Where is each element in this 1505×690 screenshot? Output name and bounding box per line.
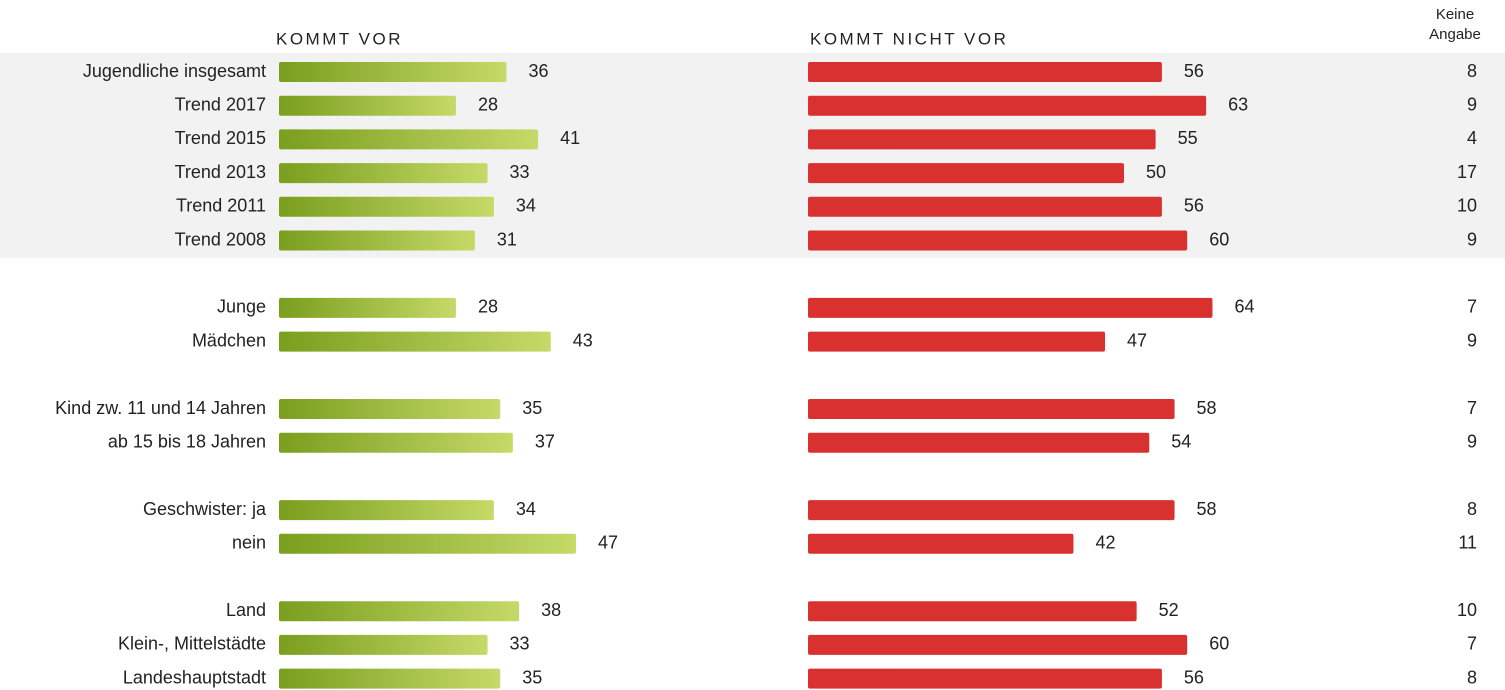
value-label: 43: [573, 330, 593, 350]
value-label: 34: [516, 196, 536, 216]
value-label: 33: [510, 162, 530, 182]
category-label: Klein-, Mittelstädte: [118, 634, 266, 654]
value-label: 64: [1234, 297, 1254, 317]
bar: [808, 432, 1150, 453]
value-label: 8: [1467, 499, 1477, 519]
bar: [279, 95, 456, 116]
value-label: 17: [1457, 162, 1477, 182]
bar: [279, 533, 577, 554]
bar: [808, 331, 1106, 352]
category-label: Trend 2015: [175, 128, 266, 148]
bar: [279, 634, 488, 655]
value-label: 7: [1467, 398, 1477, 418]
value-label: 36: [529, 61, 549, 81]
value-label: 58: [1197, 499, 1217, 519]
value-label: 9: [1467, 330, 1477, 350]
bar: [279, 668, 501, 689]
bar: [808, 533, 1074, 554]
value-label: 52: [1159, 600, 1179, 620]
bar: [279, 129, 539, 150]
group-background: [0, 53, 1505, 258]
bar: [808, 634, 1188, 655]
bar: [808, 129, 1156, 150]
value-label: 11: [1458, 533, 1477, 553]
bar: [279, 62, 507, 82]
bar: [279, 601, 520, 622]
category-label: ab 15 bis 18 Jahren: [108, 431, 266, 451]
bar: [808, 163, 1124, 184]
bar: [808, 668, 1162, 689]
bar: [808, 230, 1188, 251]
value-label: 4: [1467, 128, 1477, 148]
bar: [279, 297, 456, 318]
value-label: 37: [535, 431, 555, 451]
bar: [279, 230, 475, 251]
value-label: 10: [1457, 196, 1477, 216]
bar: [808, 62, 1162, 82]
bar: [808, 297, 1213, 318]
value-label: 54: [1171, 431, 1191, 451]
category-label: Land: [226, 600, 266, 620]
category-label: Mädchen: [192, 330, 266, 350]
value-label: 7: [1467, 634, 1477, 654]
value-label: 47: [598, 533, 618, 553]
bar: [279, 500, 494, 521]
value-label: 38: [541, 600, 561, 620]
value-label: 50: [1146, 162, 1166, 182]
value-label: 8: [1467, 61, 1477, 81]
bar: [808, 399, 1175, 419]
category-label: Geschwister: ja: [143, 499, 267, 519]
bar: [279, 163, 488, 184]
value-label: 60: [1209, 229, 1229, 249]
series-header: KOMMT VOR: [276, 29, 403, 48]
value-label: 7: [1467, 297, 1477, 317]
value-label: 60: [1209, 634, 1229, 654]
value-label: 58: [1197, 398, 1217, 418]
value-label: 35: [522, 398, 542, 418]
category-label: Trend 2011: [176, 196, 266, 216]
value-label: 56: [1184, 667, 1204, 687]
bar: [808, 95, 1207, 116]
bar: [279, 331, 551, 352]
series-header: KOMMT NICHT VOR: [810, 29, 1008, 48]
value-label: 10: [1457, 600, 1477, 620]
value-label: 56: [1184, 196, 1204, 216]
series-header: Keine Angabe: [1429, 6, 1481, 43]
category-label: Trend 2017: [175, 94, 266, 114]
bar: [279, 196, 494, 217]
value-label: 63: [1228, 94, 1248, 114]
value-label: 9: [1467, 94, 1477, 114]
value-label: 56: [1184, 61, 1204, 81]
category-label: Kind zw. 11 und 14 Jahren: [55, 398, 266, 418]
category-label: Jugendliche insgesamt: [83, 61, 266, 81]
value-label: 41: [560, 128, 580, 148]
value-label: 31: [497, 229, 517, 249]
category-label: Junge: [217, 297, 266, 317]
value-label: 34: [516, 499, 536, 519]
bar: [808, 601, 1137, 622]
value-label: 35: [522, 667, 542, 687]
value-label: 9: [1467, 229, 1477, 249]
category-label: nein: [232, 533, 266, 553]
value-label: 28: [478, 297, 498, 317]
bar: [808, 500, 1175, 521]
bar: [279, 399, 501, 419]
value-label: 47: [1127, 330, 1147, 350]
value-label: 8: [1467, 667, 1477, 687]
category-label: Trend 2013: [175, 162, 266, 182]
value-label: 28: [478, 94, 498, 114]
value-label: 42: [1095, 533, 1115, 553]
value-label: 33: [510, 634, 530, 654]
value-label: 9: [1467, 431, 1477, 451]
category-label: Trend 2008: [175, 229, 266, 249]
value-label: 55: [1178, 128, 1198, 148]
bar: [808, 196, 1162, 217]
bar: [279, 432, 513, 453]
category-label: Landeshauptstadt: [123, 667, 266, 687]
